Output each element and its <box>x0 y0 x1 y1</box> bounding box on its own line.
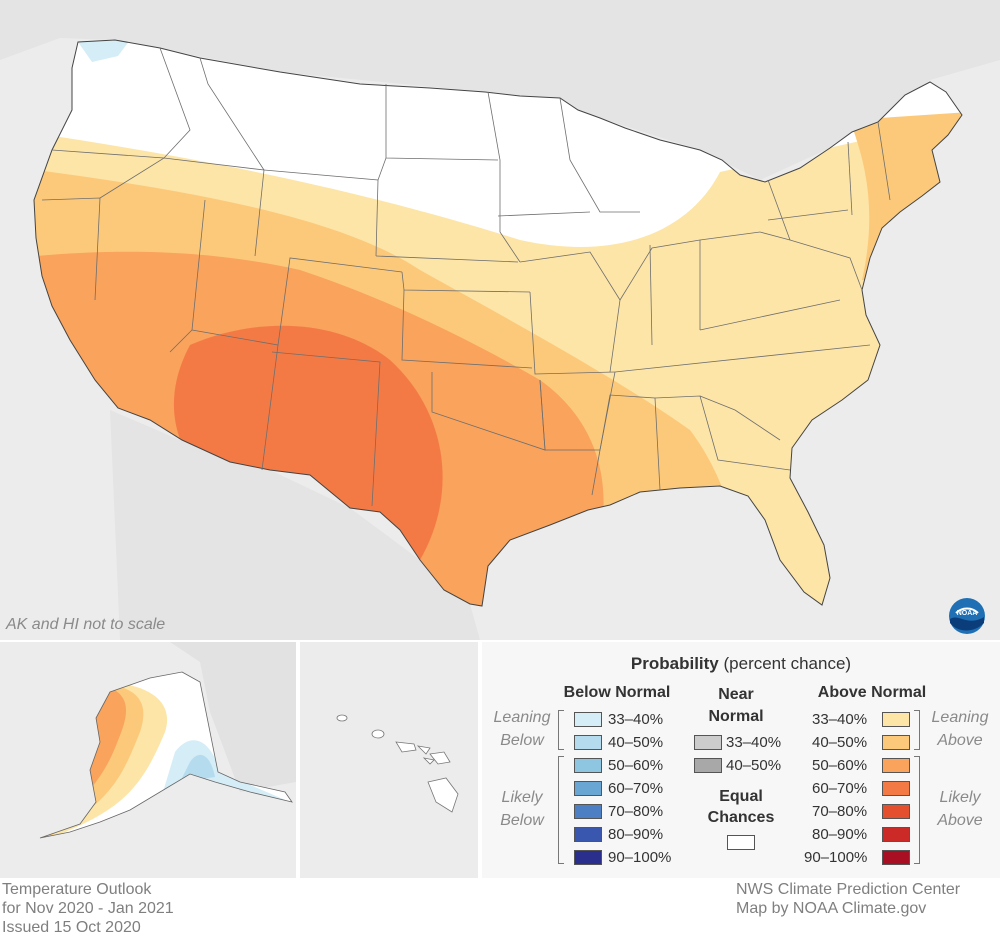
below-label-80-90: 80–90% <box>608 826 664 843</box>
noaa-logo-text: NOAA <box>957 610 978 617</box>
equal-chances-label: Equal Chances <box>707 788 775 826</box>
near-normal-header: Near Normal <box>708 686 764 725</box>
near-label-40-50: 40–50% <box>726 757 782 774</box>
below-swatch-90-100 <box>574 850 602 865</box>
below-swatch-50-60 <box>574 758 602 773</box>
caption-line-2: for Nov 2020 - Jan 2021 <box>2 900 174 917</box>
below-normal-header: Below Normal <box>563 684 671 701</box>
below-label-40-50: 40–50% <box>608 734 664 751</box>
outlook-caption: Temperature Outlook for Nov 2020 - Jan 2… <box>2 880 174 937</box>
above-normal-header: Above Normal <box>817 684 927 701</box>
below-swatch-60-70 <box>574 781 602 796</box>
likely-below-label: Likely Below <box>500 789 544 829</box>
above-label-90-100: 90–100% <box>804 849 868 866</box>
above-swatch-90-100 <box>882 850 910 865</box>
credit-line-2: Map by NOAA Climate.gov <box>736 900 927 917</box>
above-swatch-80-90 <box>882 827 910 842</box>
above-label-60-70: 60–70% <box>812 780 868 797</box>
above-swatch-33-40 <box>882 712 910 727</box>
above-label-70-80: 70–80% <box>812 803 868 820</box>
below-label-33-40: 33–40% <box>608 711 664 728</box>
below-swatch-80-90 <box>574 827 602 842</box>
near-swatch-40-50 <box>694 758 722 773</box>
scale-note: AK and HI not to scale <box>6 616 166 633</box>
leaning-below-bracket <box>558 710 564 750</box>
above-label-33-40: 33–40% <box>812 711 868 728</box>
above-swatch-70-80 <box>882 804 910 819</box>
near-swatch-33-40 <box>694 735 722 750</box>
below-swatch-33-40 <box>574 712 602 727</box>
legend-title-bold: Probability <box>630 654 719 673</box>
hawaii-inset <box>300 642 478 878</box>
above-swatch-60-70 <box>882 781 910 796</box>
below-swatch-70-80 <box>574 804 602 819</box>
above-swatch-40-50 <box>882 735 910 750</box>
below-label-50-60: 50–60% <box>608 757 664 774</box>
caption-line-3: Issued 15 Oct 2020 <box>2 919 141 936</box>
caption-line-1: Temperature Outlook <box>2 881 152 898</box>
alaska-map <box>0 642 296 878</box>
below-label-70-80: 70–80% <box>608 803 664 820</box>
leaning-above-bracket <box>914 710 920 750</box>
credit: NWS Climate Prediction Center Map by NOA… <box>736 880 960 918</box>
credit-line-1: NWS Climate Prediction Center <box>736 881 961 898</box>
likely-above-label: Likely Above <box>937 789 983 829</box>
legend-panel: Probability (percent chance) Below Norma… <box>482 642 1000 878</box>
below-label-90-100: 90–100% <box>608 849 672 866</box>
conus-outlook-map <box>0 0 1000 640</box>
likely-below-bracket <box>558 756 564 864</box>
near-label-33-40: 33–40% <box>726 734 782 751</box>
alaska-inset <box>0 642 296 878</box>
likely-above-bracket <box>914 756 920 864</box>
above-label-40-50: 40–50% <box>812 734 868 751</box>
above-swatch-50-60 <box>882 758 910 773</box>
noaa-logo: NOAA <box>949 598 985 634</box>
below-label-60-70: 60–70% <box>608 780 664 797</box>
above-label-50-60: 50–60% <box>812 757 868 774</box>
hawaii-map <box>300 642 478 878</box>
legend-title-rest: (percent chance) <box>723 654 852 673</box>
leaning-above-label: Leaning Above <box>931 709 989 749</box>
equal-chances-swatch <box>727 835 755 850</box>
legend-title: Probability (percent chance) <box>482 654 1000 674</box>
leaning-below-label: Leaning Below <box>493 709 551 749</box>
below-swatch-40-50 <box>574 735 602 750</box>
above-label-80-90: 80–90% <box>812 826 868 843</box>
